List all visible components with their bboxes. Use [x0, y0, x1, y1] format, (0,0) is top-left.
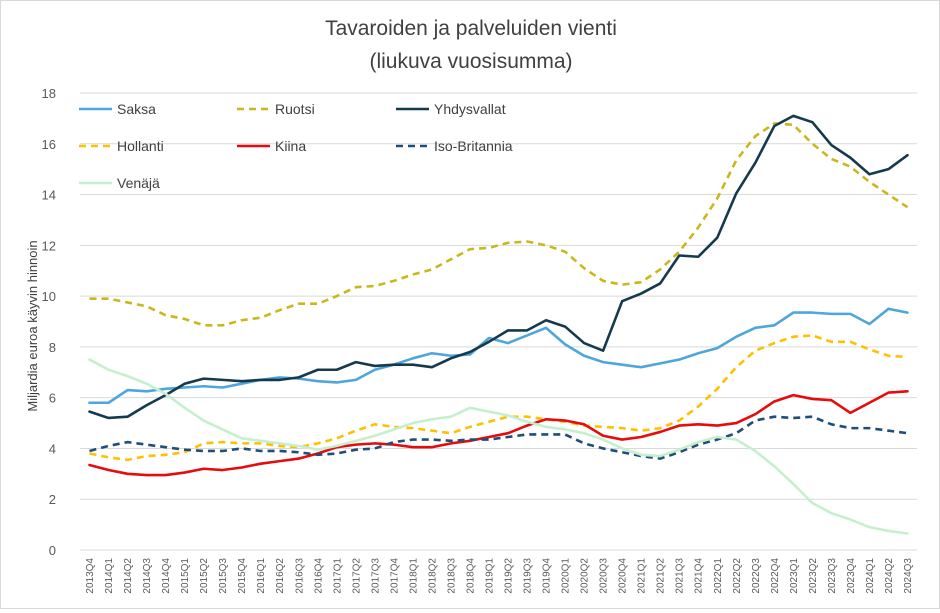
x-tick-label: 2024Q3 — [903, 558, 914, 594]
x-tick-label: 2016Q3 — [294, 558, 305, 594]
x-tick-label: 2016Q1 — [256, 558, 267, 594]
x-tick-label: 2023Q1 — [789, 558, 800, 594]
y-tick-label: 0 — [49, 543, 56, 558]
x-tick-label: 2023Q4 — [846, 558, 857, 594]
x-tick-label: 2022Q2 — [732, 558, 743, 594]
x-tick-label: 2023Q2 — [808, 558, 819, 594]
series-line-saksa — [88, 307, 909, 405]
x-tick-label: 2015Q1 — [180, 558, 191, 594]
legend: Saksa Ruotsi Yhdysvallat Hollanti Kiina Iso-B… — [79, 101, 513, 191]
x-tick-label: 2015Q2 — [199, 558, 210, 594]
y-axis-ticks: 0 2 4 6 8 10 12 14 16 18 — [42, 86, 56, 558]
series-line-venäjä — [88, 358, 909, 535]
x-tick-label: 2021Q3 — [675, 558, 686, 594]
x-tick-label: 2019Q3 — [523, 558, 534, 594]
x-tick-label: 2019Q1 — [484, 558, 495, 594]
y-tick-label: 18 — [42, 86, 56, 101]
legend-label: Yhdysvallat — [434, 101, 506, 117]
x-tick-label: 2017Q4 — [389, 558, 400, 594]
x-tick-label: 2014Q1 — [104, 558, 115, 594]
x-tick-label: 2018Q2 — [427, 558, 438, 594]
x-tick-label: 2022Q3 — [751, 558, 762, 594]
x-tick-label: 2013Q4 — [85, 558, 96, 594]
x-tick-label: 2018Q4 — [465, 558, 476, 594]
gridlines — [80, 92, 917, 551]
x-tick-label: 2024Q2 — [884, 558, 895, 594]
x-tick-label: 2018Q3 — [446, 558, 457, 594]
x-tick-label: 2014Q4 — [161, 558, 172, 594]
x-tick-label: 2017Q3 — [370, 558, 381, 594]
x-tick-label: 2020Q2 — [580, 558, 591, 594]
y-tick-label: 10 — [42, 289, 56, 304]
series-lines — [88, 114, 909, 535]
x-tick-label: 2015Q3 — [218, 558, 229, 594]
y-tick-label: 6 — [49, 391, 56, 406]
y-axis-label: Miljardia euroa käyvin hinnoin — [25, 240, 40, 411]
x-tick-label: 2019Q2 — [504, 558, 515, 594]
x-tick-label: 2024Q1 — [865, 558, 876, 594]
x-tick-label: 2020Q1 — [561, 558, 572, 594]
x-tick-label: 2020Q4 — [618, 558, 629, 594]
x-tick-label: 2021Q1 — [637, 558, 648, 594]
series-line-hollanti — [89, 334, 908, 462]
chart-title: Tavaroiden ja palveluiden vienti — [325, 17, 617, 40]
x-tick-label: 2014Q2 — [123, 558, 134, 594]
x-tick-label: 2018Q1 — [408, 558, 419, 594]
series-line-kiina — [88, 390, 909, 477]
x-tick-label: 2019Q4 — [542, 558, 553, 594]
x-tick-label: 2017Q1 — [332, 558, 343, 594]
x-tick-label: 2015Q4 — [237, 558, 248, 594]
legend-label: Venäjä — [117, 175, 160, 191]
x-tick-label: 2016Q2 — [275, 558, 286, 594]
x-tick-label: 2016Q4 — [313, 558, 324, 594]
legend-label: Kiina — [275, 138, 306, 154]
y-tick-label: 14 — [42, 188, 56, 203]
legend-label: Ruotsi — [275, 101, 315, 117]
y-tick-label: 12 — [42, 238, 56, 253]
legend-label: Saksa — [117, 101, 156, 117]
y-tick-label: 16 — [42, 137, 56, 152]
x-axis-ticks: 2013Q4 2014Q1 2014Q2 2014Q3 2014Q4 2015Q1 2015… — [85, 558, 914, 594]
x-tick-label: 2020Q3 — [599, 558, 610, 594]
series-line-iso-britannia — [89, 415, 908, 460]
x-tick-label: 2022Q4 — [770, 558, 781, 594]
y-tick-label: 2 — [49, 492, 56, 507]
x-tick-label: 2021Q2 — [656, 558, 667, 594]
chart-subtitle: (liukuva vuosisumma) — [369, 50, 572, 73]
legend-label: Hollanti — [117, 138, 164, 154]
x-tick-label: 2023Q3 — [827, 558, 838, 594]
x-tick-label: 2014Q3 — [142, 558, 153, 594]
series-line-yhdysvallat — [88, 114, 909, 420]
x-tick-label: 2022Q1 — [713, 558, 724, 594]
legend-label: Iso-Britannia — [434, 138, 513, 154]
x-tick-label: 2017Q2 — [351, 558, 362, 594]
y-tick-label: 4 — [49, 441, 56, 456]
x-tick-label: 2021Q4 — [694, 558, 705, 594]
y-tick-label: 8 — [49, 340, 56, 355]
